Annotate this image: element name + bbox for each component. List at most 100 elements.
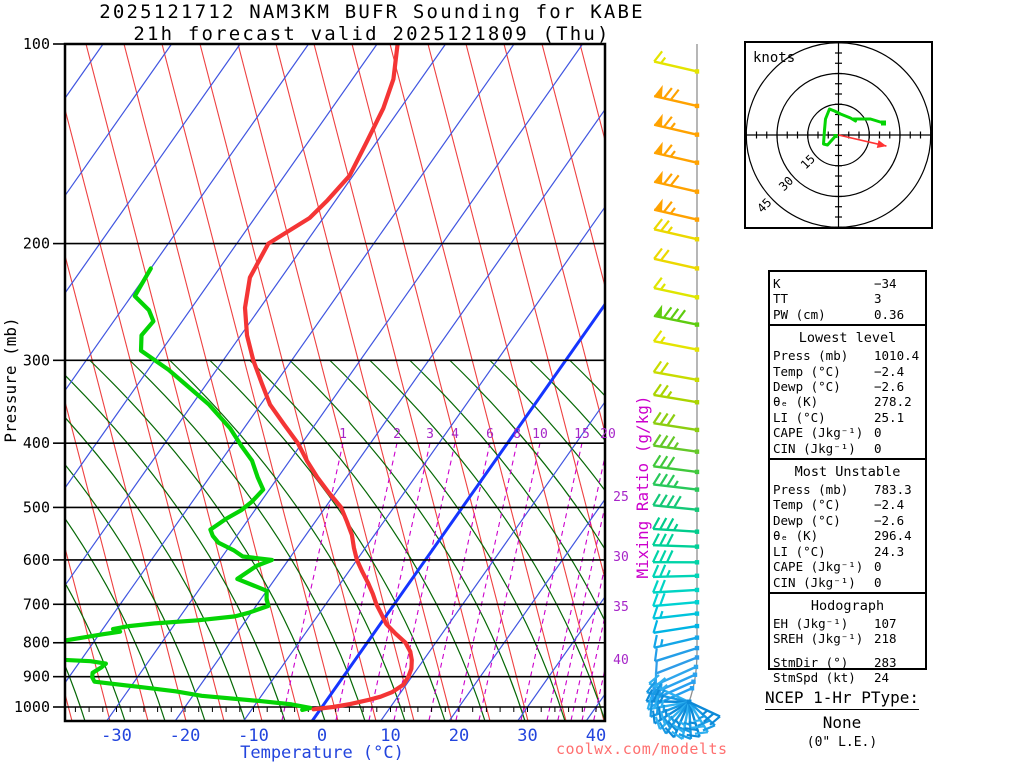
stat-row: Dewp (°C) −2.6 [770,513,925,528]
stat-value: 107 [874,615,897,631]
wind-barb-column [645,44,721,741]
stat-row: StmDir (°) 283 [770,655,925,670]
dewpoint-curve [65,266,313,712]
stat-label: SREH (Jkg⁻¹) [773,631,864,647]
stat-value: 283 [874,654,897,670]
stat-row: TT 3 [770,291,925,306]
pressure-tick-label: 800 [23,634,50,652]
temp-tick-label: 30 [517,726,537,746]
stat-row: Press (mb) 783.3 [770,482,925,497]
pressure-tick-label: 300 [23,351,50,369]
stat-value: 296.4 [874,528,912,544]
ptype-note: (0" L.E.) [806,735,878,750]
hodograph-unit-label: knots [753,50,795,66]
stat-value: 1010.4 [874,348,920,364]
pressure-tick-label: 1000 [14,698,50,716]
stat-row: K −34 [770,276,925,291]
mixing-axis-title: Mixing Ratio (g/kg) [633,395,652,578]
stat-label: CIN (Jkg⁻¹) [773,440,856,456]
mixing-ratio-label: 30 [613,550,629,565]
mixing-ratio-label: 25 [613,490,629,505]
stat-row: θₑ (K) 296.4 [770,528,925,543]
temp-tick-label: -20 [170,726,201,746]
stat-row: StmSpd (kt) 24 [770,670,925,685]
stat-value: 0 [874,425,882,441]
section-title: Lowest level [798,330,897,347]
stat-row: Dewp (°C) −2.6 [770,379,925,394]
stat-value: 25.1 [874,409,905,425]
stat-label: PW (cm) [773,306,826,322]
temp-tick-label: 40 [586,726,606,746]
stat-value: −2.4 [874,497,905,513]
stat-value: −34 [874,276,897,291]
stat-label: CAPE (Jkg⁻¹) [773,425,864,441]
hodograph-trace [822,107,884,147]
stat-label: θₑ (K) [773,394,819,410]
stat-label: CIN (Jkg⁻¹) [773,574,856,590]
ptype-block: NCEP 1-Hr PType: None (0" L.E.) [742,688,942,750]
panel-section: K −34 TT 3 PW (cm) 0.36 [770,272,925,324]
stat-row: EH (Jkg⁻¹) 107 [770,616,925,631]
stat-label: Dewp (°C) [773,512,841,528]
stat-label: CAPE (Jkg⁻¹) [773,559,864,575]
pressure-lines [65,242,605,712]
pressure-tick-label: 500 [23,498,50,516]
stat-row: CIN (Jkg⁻¹) 0 [770,575,925,590]
watermark: coolwx.com/modelts [556,740,728,758]
mixing-ratio-label: 3 [426,427,434,442]
chart-title-line1: 2025121712 NAM3KM BUFR Sounding for KABE [99,1,645,23]
stat-label: LI (°C) [773,543,826,559]
temp-tick-label: 0 [317,726,327,746]
temp-tick-label: 10 [380,726,400,746]
stat-value: 783.3 [874,482,912,498]
stat-label: EH (Jkg⁻¹) [773,615,849,631]
stat-label: Temp (°C) [773,363,841,379]
stat-row: CIN (Jkg⁻¹) 0 [770,441,925,456]
section-title: Hodograph [810,597,885,614]
pressure-tick-label: 200 [23,235,50,253]
pressure-tick-label: 700 [23,595,50,613]
stat-label: Temp (°C) [773,497,841,513]
chart-title-line2: 21h forecast valid 2025121809 (Thu) [133,23,611,45]
stat-value: 0 [874,559,882,575]
storm-motion-arrow [876,140,887,148]
mixing-ratio-label: 35 [613,600,629,615]
mixing-ratio-label: 6 [486,427,494,442]
stat-value: 278.2 [874,394,912,410]
stat-label: StmSpd (kt) [773,670,856,686]
section-title: Most Unstable [794,464,901,481]
stat-value: 3 [874,291,882,307]
mixing-ratio-label: 2 [393,427,401,442]
stat-label: Dewp (°C) [773,379,841,395]
mixing-ratio-label: 4 [451,427,459,442]
stat-value: −2.6 [874,379,905,395]
stat-row: CAPE (Jkg⁻¹) 0 [770,425,925,440]
moist-adiabats [65,360,605,721]
mixing-ratio-label: 8 [513,427,521,442]
stat-label: StmDir (°) [773,654,849,670]
stats-panel: K −34 TT 3 PW (cm) 0.36 Lowest level Press (mb)… [768,270,927,685]
stat-row: PW (cm) 0.36 [770,307,925,322]
pressure-tick-label: 600 [23,551,50,569]
stat-row: Press (mb) 1010.4 [770,348,925,363]
stat-value: 218 [874,631,897,647]
stat-value: 0 [874,440,882,456]
temp-tick-label: -30 [101,726,132,746]
mixing-ratio-label: 20 [600,427,616,442]
stat-value: −2.6 [874,512,905,528]
panel-section: Hodograph EH (Jkg⁻¹) 107 SREH (Jkg⁻¹) 218 Stm… [770,591,925,688]
mixing-ratio-lines [281,442,605,721]
mixing-ratio-label: 1 [339,427,347,442]
stat-row: θₑ (K) 278.2 [770,394,925,409]
temperature-axis-title: Temperature (°C) [240,743,404,763]
temp-tick-label: 20 [449,726,469,746]
panel-section: Most Unstable Press (mb) 783.3 Temp (°C) −2.… [770,458,925,592]
pressure-tick-label: 100 [23,35,50,53]
stat-row: CAPE (Jkg⁻¹) 0 [770,559,925,574]
isotherms [65,44,605,721]
stat-value: 0 [874,574,882,590]
